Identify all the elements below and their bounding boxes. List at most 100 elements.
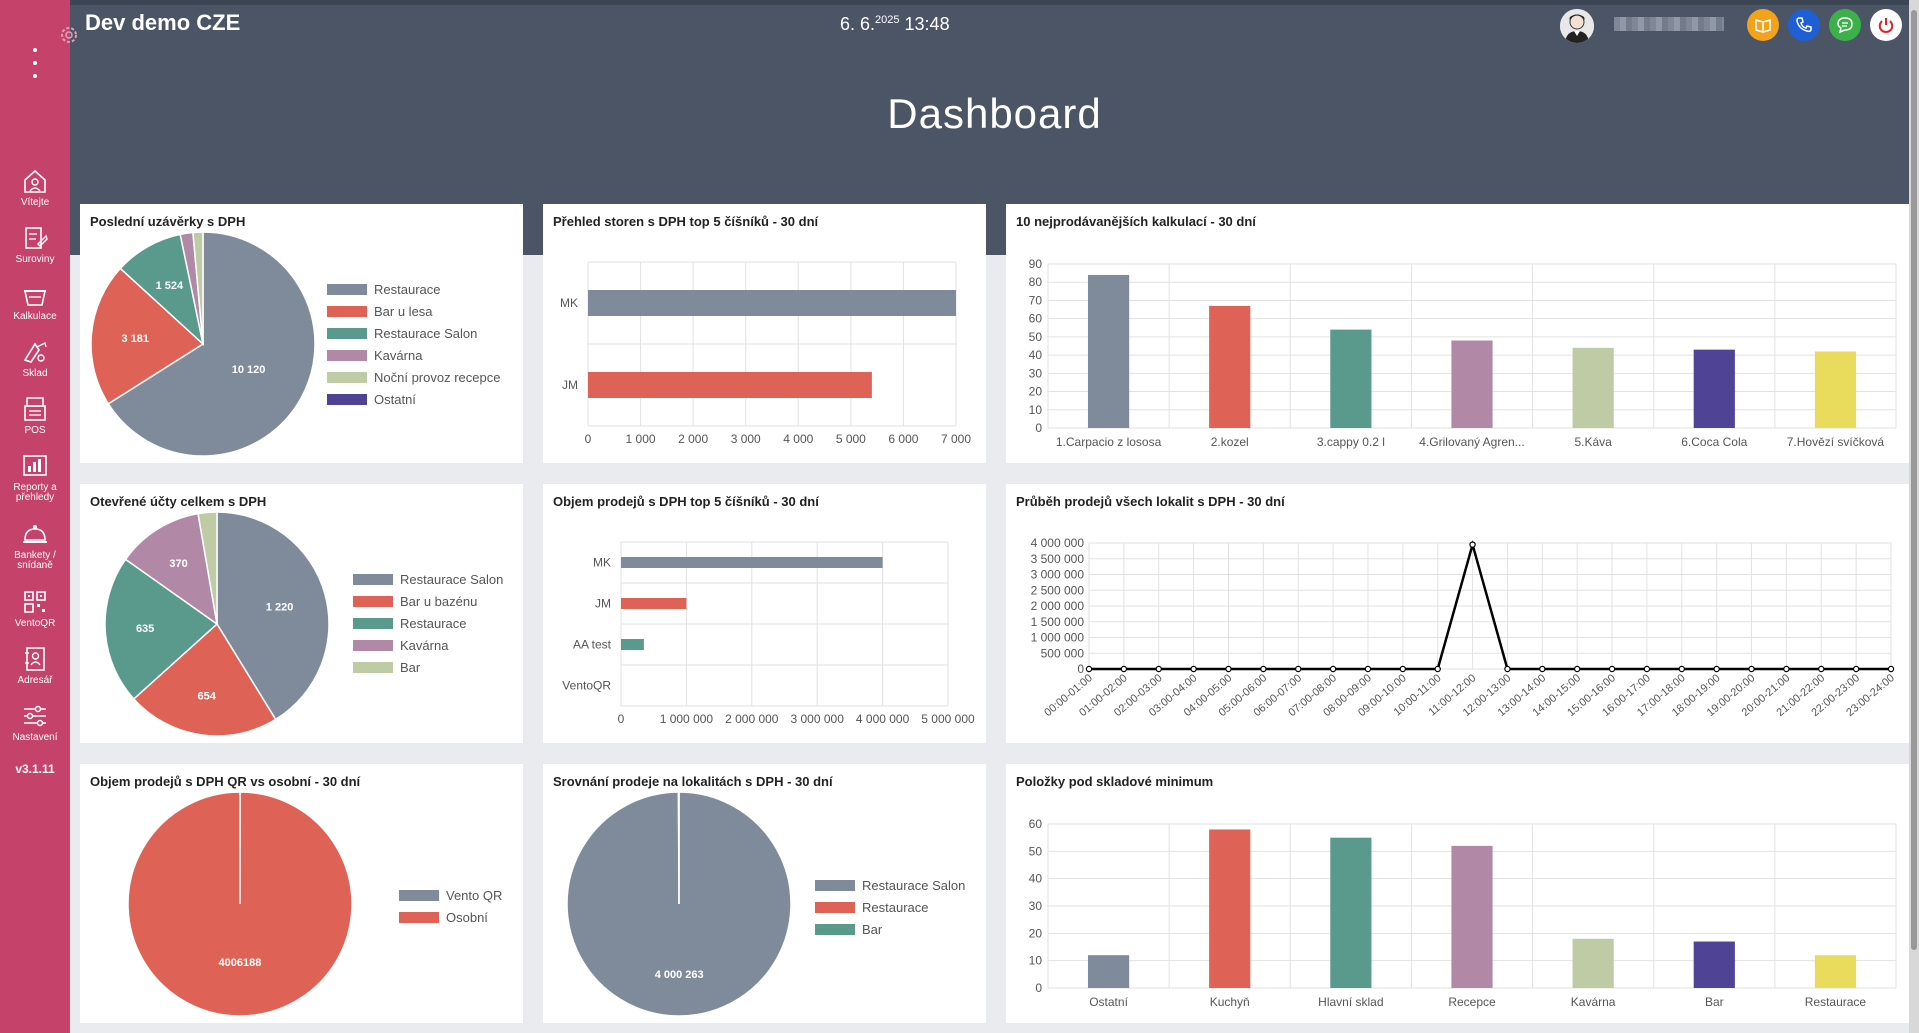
chart-open-accounts-pie: 1 220 654 635 370 [104, 511, 330, 737]
warehouse-icon [23, 341, 47, 363]
bar [1209, 305, 1251, 428]
legend-item[interactable]: Ostatní [327, 388, 500, 410]
scrollbar-thumb[interactable] [1911, 10, 1917, 950]
card-title: Objem prodejů s DPH QR vs osobní - 30 dn… [90, 774, 361, 789]
y-tick-label: JM [595, 597, 611, 611]
y-tick-label: 2 500 000 [1031, 583, 1085, 597]
chat-button[interactable] [1829, 9, 1861, 41]
chart-top-calculations: 0 10 20 30 40 50 60 70 80 90 1.Carpacio z lososa 2.… [1029, 257, 1897, 449]
ingredients-icon [25, 227, 48, 249]
data-point [1748, 665, 1755, 673]
time-value: 13:48 [904, 14, 950, 34]
x-tick-label: 2.kozel [1211, 435, 1249, 449]
bar [588, 290, 956, 316]
card-closures-pie: Poslední uzávěrky s DPH 10 120 3 181 1 524… [80, 204, 523, 463]
sidebar-item-nastaveni[interactable]: Nastavení [0, 700, 70, 757]
sidebar-item-suroviny[interactable]: Suroviny [0, 222, 70, 279]
x-tick-label: Hlavní sklad [1318, 995, 1383, 1009]
bar [1087, 274, 1130, 428]
data-point [1608, 665, 1616, 673]
x-tick-label: 2 000 000 [725, 712, 779, 726]
legend-label: Vento QR [446, 887, 503, 903]
card-open-accounts-pie: Otevřené účty celkem s DPH 1 220 654 635 37… [80, 484, 523, 743]
legend-item[interactable]: Bar u bazénu [353, 590, 503, 612]
legend-item[interactable]: Restaurace Salon [353, 568, 503, 590]
chart-qr-vs-personal: 8504006188 [127, 791, 353, 1017]
legend-label: Restaurace [400, 615, 467, 631]
x-tick-label: 7.Hovězí svíčková [1787, 435, 1885, 449]
sidebar-nav: Vítejte Suroviny Kalkulace Sklad POS Rep… [0, 165, 70, 757]
legend-item[interactable]: Bar u lesa [327, 300, 500, 322]
legend-item[interactable]: Vento QR [399, 884, 502, 906]
avatar[interactable] [1560, 9, 1594, 43]
sidebar-item-bankety[interactable]: Bankety / snídaně [0, 518, 70, 586]
sidebar-item-label: Vítejte [20, 197, 50, 208]
legend-label: Noční provoz recepce [374, 369, 501, 385]
sidebar-item-ventoqr[interactable]: VentoQR [0, 586, 70, 643]
pie-slice [107, 231, 316, 457]
bar [1330, 329, 1372, 428]
chart-legend: Restaurace Salon Bar u bazénu Restaurace Ka… [353, 568, 503, 678]
data-point [1434, 665, 1441, 673]
legend-item[interactable]: Kavárna [327, 344, 500, 366]
card-storno-bar: Přehled storen s DPH top 5 číšníků - 30 … [543, 204, 986, 463]
y-tick-label: 1 500 000 [1031, 615, 1085, 629]
sidebar-item-pos[interactable]: POS [0, 393, 70, 450]
bar [588, 372, 872, 398]
y-tick-label: 10 [1029, 403, 1043, 417]
legend-item[interactable]: Noční provoz recepce [327, 366, 500, 388]
chat-icon [1837, 17, 1853, 34]
legend-item[interactable]: Restaurace [353, 612, 503, 634]
legend-label: Restaurace Salon [400, 571, 504, 587]
legend-item[interactable]: Bar [815, 918, 965, 940]
data-point [1818, 665, 1825, 673]
legend-label: Kavárna [374, 347, 423, 363]
legend-item[interactable]: Bar [353, 656, 503, 678]
legend-item[interactable]: Restaurace [327, 278, 500, 300]
card-sales-waiters: Objem prodejů s DPH top 5 číšníků - 30 d… [543, 484, 986, 743]
phone-button[interactable] [1788, 9, 1820, 41]
app-title: Dev demo CZE [85, 10, 241, 35]
dot [33, 61, 37, 65]
sidebar-item-sklad[interactable]: Sklad [0, 336, 70, 393]
pie-data-label: 4 000 263 [655, 969, 704, 981]
page-scrollbar[interactable] [1909, 0, 1919, 1033]
gear-icon[interactable] [58, 24, 80, 46]
manual-button[interactable] [1747, 9, 1779, 41]
card-below-minimum: Položky pod skladové minimum 0 10 20 30 40 50… [1006, 764, 1909, 1023]
legend-swatch [327, 305, 367, 317]
y-tick-label: 10 [1029, 954, 1043, 968]
legend-item[interactable]: Restaurace [815, 896, 965, 918]
x-tick-label: Ostatní [1089, 995, 1128, 1009]
x-tick-label: Recepce [1448, 995, 1496, 1009]
data-point [1155, 665, 1162, 673]
x-tick-label: 7 000 [941, 432, 971, 446]
sidebar-item-vitejte[interactable]: Vítejte [0, 165, 70, 222]
pie-slice [124, 512, 219, 626]
legend-item[interactable]: Osobní [399, 906, 502, 928]
dot [33, 48, 37, 52]
legend-item[interactable]: Kavárna [353, 634, 503, 656]
x-tick-label: 0 [618, 712, 625, 726]
sidebar-item-kalkulace[interactable]: Kalkulace [0, 279, 70, 336]
bowl-icon [24, 290, 46, 306]
menu-dots-button[interactable] [22, 48, 48, 78]
pie-data-label: 1 524 [156, 280, 184, 292]
pie-slice [127, 791, 353, 1017]
x-tick-label: Kuchyň [1210, 995, 1250, 1009]
date-year: 2025 [875, 14, 900, 26]
chart-legend: Restaurace Salon Restaurace Bar [815, 874, 965, 940]
sidebar-item-reporty[interactable]: Reporty a přehledy [0, 450, 70, 518]
data-point [1225, 665, 1232, 673]
legend-swatch [353, 639, 393, 651]
sidebar-item-label: Sklad [22, 368, 48, 379]
data-point [1329, 665, 1337, 673]
sidebar-item-adresar[interactable]: Adresář [0, 643, 70, 700]
y-tick-label: 60 [1029, 817, 1043, 831]
legend-item[interactable]: Restaurace Salon [815, 874, 965, 896]
x-tick-label: 3.cappy 0.2 l [1317, 435, 1385, 449]
legend-item[interactable]: Restaurace Salon [327, 322, 500, 344]
logout-button[interactable] [1870, 9, 1902, 41]
chart-legend: Vento QR Osobní [399, 884, 502, 928]
username-blurred [1614, 17, 1724, 31]
